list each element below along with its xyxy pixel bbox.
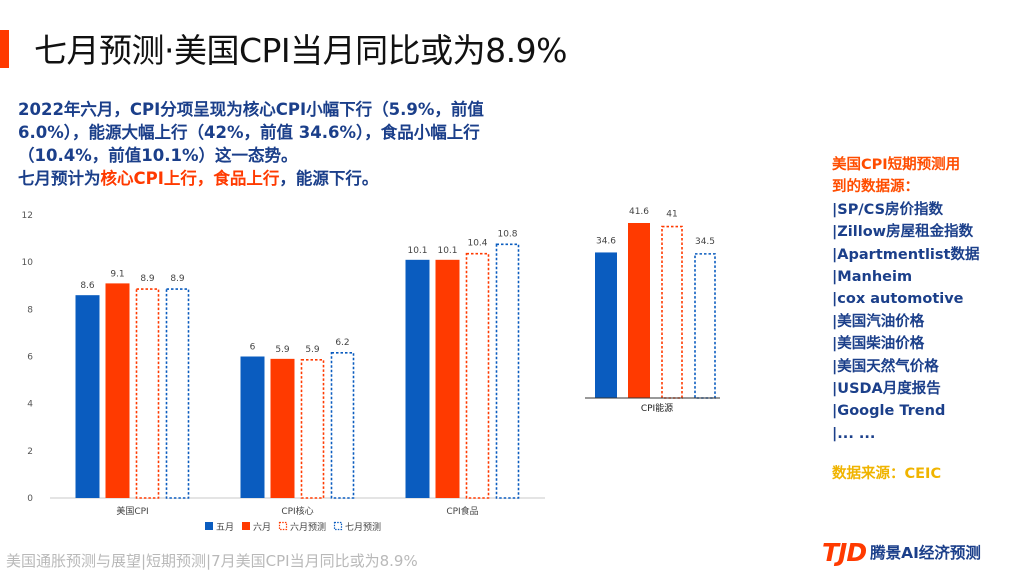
data-label: 34.6 [596, 236, 616, 246]
y-tick-label: 0 [27, 494, 33, 504]
data-label: 41.6 [629, 207, 649, 217]
y-tick-label: 8 [27, 305, 33, 315]
category-label: CPI核心 [281, 505, 313, 517]
cpi-yoy-bar-chart: 0 2 4 6 8 10 12 8.6 9.1 8.9 8.9 美国CPI 6 5.9 5.9 6.2 CPI核… [22, 211, 545, 533]
legend-label: 六月预测 [290, 521, 326, 533]
summary-line-1: 2022年六月，CPI分项呈现为核心CPI小幅下行（5.9%，前值 [18, 100, 484, 119]
sources-heading-1: 美国CPI短期预测用 [832, 157, 961, 173]
data-label: 5.9 [305, 345, 320, 355]
summary-line-3: （10.4%，前值10.1%）这一态势。 [18, 146, 298, 165]
category-label: CPI食品 [446, 505, 478, 517]
summary-line-4-suffix: ，能源下行。 [279, 169, 379, 188]
data-label: 8.9 [140, 274, 155, 284]
footer-breadcrumb: 美国通胀预测与展望|短期预测|7月美国CPI当月同比或为8.9% [6, 552, 418, 570]
source-item: |Apartmentlist数据 [832, 246, 980, 263]
source-item: |SP/CS房价指数 [832, 201, 944, 218]
category-label: 美国CPI [116, 505, 148, 517]
bar-六月预测 [300, 359, 325, 499]
y-tick-label: 2 [27, 447, 33, 457]
legend-label: 六月 [253, 521, 271, 533]
data-label: 9.1 [110, 269, 124, 279]
legend-swatch [278, 521, 288, 531]
bar-七月预测 [330, 351, 355, 499]
data-label: 41 [666, 210, 677, 220]
sources-heading-2: 到的数据源： [832, 179, 919, 196]
page-title: 七月预测·美国CPI当月同比或为8.9% [34, 31, 568, 70]
bar-六月预测 [135, 288, 160, 499]
legend-label: 五月 [216, 522, 234, 533]
data-sources-panel: 美国CPI短期预测用 到的数据源： |SP/CS房价指数 |Zillow房屋租金… [832, 154, 979, 486]
data-label: 10.1 [437, 246, 457, 256]
logo-mark: TJD [822, 538, 867, 567]
bar-六月预测 [661, 225, 683, 399]
legend-item: 六月 [242, 521, 271, 533]
bar-六月预测 [465, 252, 490, 499]
source-item: |Zillow房屋租金指数 [832, 224, 974, 241]
data-label: 10.1 [407, 246, 427, 256]
bar-五月 [240, 356, 265, 498]
data-label: 6.2 [335, 338, 349, 348]
source-item: |美国柴油价格 [832, 336, 925, 353]
data-label: 6 [250, 343, 256, 353]
logo-name: 腾景AI经济预测 [870, 544, 981, 562]
data-label: 8.6 [80, 281, 95, 291]
y-tick-label: 10 [22, 258, 34, 268]
summary-highlight: 核心CPI上行，食品上行 [100, 169, 280, 188]
data-label: 10.8 [497, 229, 517, 239]
legend-item: 五月 [205, 522, 234, 533]
legend-item: 七月预测 [333, 521, 381, 533]
y-tick-label: 12 [22, 211, 33, 221]
legend-label: 七月预测 [345, 522, 381, 533]
source-item: |美国汽油价格 [832, 313, 925, 330]
data-label: 34.5 [695, 237, 715, 247]
y-tick-label: 6 [27, 353, 33, 363]
bar-七月预测 [495, 243, 520, 499]
bar-七月预测 [694, 253, 716, 399]
legend-item: 六月预测 [278, 521, 326, 533]
summary-line-4-prefix: 七月预计为 [18, 169, 101, 188]
data-label: 5.9 [275, 345, 290, 355]
legend-swatch [205, 522, 213, 530]
source-item: |Google Trend [832, 403, 946, 420]
bar-五月 [75, 295, 100, 498]
sources-list: |SP/CS房价指数 |Zillow房屋租金指数 |Apartmentlist数… [832, 199, 979, 445]
summary-line-4: 七月预计为核心CPI上行，食品上行，能源下行。 [18, 167, 603, 190]
bar-五月 [595, 252, 617, 398]
cpi-energy-bar-chart: 34.6 41.6 41 34.5 CPI能源 [585, 207, 720, 414]
source-item: |Manheim [832, 269, 913, 286]
bar-七月预测 [165, 288, 190, 499]
bar-五月 [405, 259, 430, 498]
title-accent-bar [0, 30, 9, 68]
source-item: |美国天然气价格 [832, 358, 939, 375]
legend-swatch [242, 522, 250, 530]
summary-text: 2022年六月，CPI分项呈现为核心CPI小幅下行（5.9%，前值 6.0%），… [18, 98, 603, 190]
data-label: 10.4 [467, 239, 487, 249]
source-item: |USDA月度报告 [832, 381, 941, 398]
legend-swatch [333, 521, 343, 531]
bar-六月 [105, 283, 130, 498]
bar-六月 [435, 259, 460, 498]
data-label: 8.9 [170, 274, 185, 284]
category-label: CPI能源 [641, 402, 673, 414]
brand-logo: TJD 腾景AI经济预测 [822, 538, 981, 567]
data-credit: 数据来源：CEIC [832, 466, 942, 483]
bar-六月 [628, 223, 650, 398]
y-tick-label: 4 [27, 400, 33, 410]
source-item: |cox automotive [832, 291, 964, 308]
source-item: |... ... [832, 425, 876, 442]
summary-line-2: 6.0%），能源大幅上行（42%，前值 34.6%），食品小幅上行 [18, 123, 480, 142]
bar-六月 [270, 358, 295, 498]
